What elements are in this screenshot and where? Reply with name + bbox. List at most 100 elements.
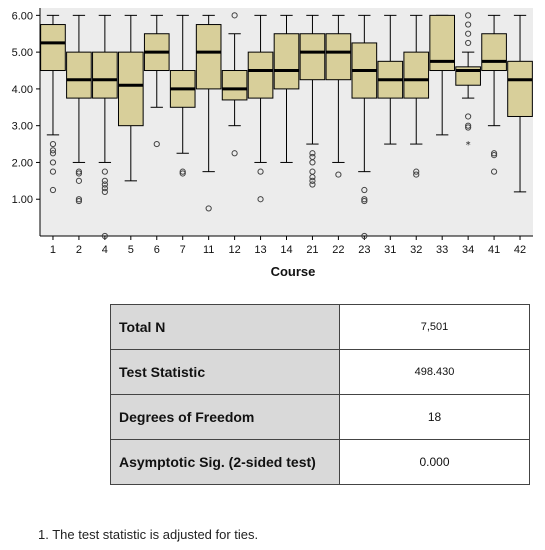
x-tick-label: 23 [358, 244, 370, 256]
y-tick-label: 6.00 [12, 10, 33, 22]
outlier-point [75, 177, 83, 184]
outlier-point [309, 181, 316, 188]
boxplot-chart: 1.002.003.004.005.006.00 1 2 4 5 6 7 11 12 13 14 2… [12, 8, 533, 279]
outlier-point [309, 177, 316, 184]
x-tick-label: 14 [280, 244, 292, 256]
box-course-32 [403, 14, 430, 178]
outlier-point [101, 177, 108, 184]
x-tick-label: 41 [488, 244, 500, 256]
stats-value: 7,501 [339, 304, 530, 350]
box-course-12 [221, 12, 248, 157]
outlier-point [257, 168, 264, 175]
outlier-point [49, 186, 57, 194]
stats-label: Degrees of Freedom [110, 394, 340, 440]
outlier-point [257, 196, 264, 203]
box-course-22 [325, 14, 352, 178]
y-tick-label: 3.00 [12, 121, 33, 133]
iqr-box [92, 51, 118, 99]
x-tick-label: 32 [410, 244, 422, 256]
box-course-14 [273, 14, 300, 163]
outlier-point [465, 12, 472, 19]
iqr-box [299, 33, 326, 81]
stats-label: Asymptotic Sig. (2-sided test) [110, 439, 340, 485]
outlier-point [101, 232, 108, 240]
iqr-box [195, 24, 222, 90]
stats-value: 498.430 [339, 349, 530, 395]
outlier-point [101, 185, 108, 192]
outlier-point [75, 170, 83, 177]
outlier-point [75, 196, 83, 203]
x-tick-label: 33 [436, 244, 448, 256]
box-course-41 [481, 14, 507, 175]
outlier-point [101, 188, 108, 195]
box-course-1 [40, 14, 66, 194]
outlier-point [465, 124, 472, 131]
outlier-point [49, 150, 57, 157]
outlier-point [361, 186, 368, 194]
x-tick-label: 7 [180, 244, 186, 256]
y-tick-label: 1.00 [12, 194, 33, 206]
outlier-point [490, 151, 498, 159]
box-series: * [40, 12, 533, 240]
outlier-point [231, 150, 238, 157]
outlier-point [465, 39, 472, 47]
iqr-box [481, 33, 507, 72]
stats-row: Test Statistic 498.430 [110, 349, 530, 395]
outlier-point [49, 147, 57, 154]
stats-label: Test Statistic [110, 349, 340, 395]
test-summary-table: Total N 7,501 Test Statistic 498.430 Degrees… [110, 304, 530, 485]
box-course-7 [169, 14, 196, 177]
iqr-box [325, 33, 352, 81]
iqr-box [403, 51, 430, 99]
box-course-33 [429, 14, 456, 136]
outlier-point [49, 159, 57, 166]
x-tick-label: 34 [462, 244, 474, 256]
outlier-point [101, 181, 108, 188]
outlier-point [153, 140, 160, 148]
iqr-box [247, 51, 274, 99]
stats-value: 0.000 [339, 439, 530, 485]
box-course-2 [66, 14, 92, 205]
test-summary-body: Total N 7,501 Test Statistic 498.430 Degrees… [110, 304, 530, 485]
box-course-5 [117, 14, 144, 182]
stats-row: Total N 7,501 [110, 304, 530, 350]
x-tick-label: 31 [384, 244, 396, 256]
iqr-box [40, 24, 66, 72]
outlier-point [231, 12, 238, 19]
y-axis: 1.00 2.00 3.00 4.00 5.00 6.00 [12, 8, 41, 236]
outlier-point [361, 197, 368, 205]
outlier-point [490, 168, 498, 175]
x-tick-label: 21 [306, 244, 318, 256]
box-course-11 [195, 14, 222, 212]
outlier-point [101, 168, 108, 175]
x-tick-label: 1 [50, 244, 56, 256]
outlier-point [205, 205, 212, 212]
x-tick-label: 5 [128, 244, 134, 256]
x-axis: 1 2 4 5 6 7 11 12 13 14 21 22 23 31 32 33 34 41 42 [40, 235, 533, 256]
box-course-6 [143, 14, 170, 148]
iqr-box [117, 51, 144, 127]
outlier-point [179, 168, 186, 175]
stats-row: Degrees of Freedom 18 [110, 394, 530, 440]
stats-value: 18 [339, 394, 530, 440]
outlier-point [335, 171, 342, 178]
x-axis-title: Course [271, 264, 316, 279]
outlier-point [309, 159, 316, 166]
y-tick-label: 2.00 [12, 157, 33, 169]
footnote: 1. The test statistic is adjusted for ti… [38, 527, 259, 542]
outlier-point [179, 170, 186, 177]
box-course-23 [351, 14, 378, 240]
iqr-box [273, 33, 300, 90]
box-course-13 [247, 14, 274, 203]
outlier-point [413, 168, 420, 175]
outlier-point [309, 150, 316, 157]
outlier-point [413, 171, 420, 178]
outlier-point [465, 21, 472, 28]
stats-label: Total N [110, 304, 340, 350]
extreme-point: * [466, 140, 471, 151]
x-tick-label: 11 [203, 244, 214, 256]
outlier-point [361, 196, 368, 203]
iqr-box [221, 70, 248, 101]
outlier-point [465, 122, 472, 129]
x-tick-label: 42 [514, 244, 526, 256]
